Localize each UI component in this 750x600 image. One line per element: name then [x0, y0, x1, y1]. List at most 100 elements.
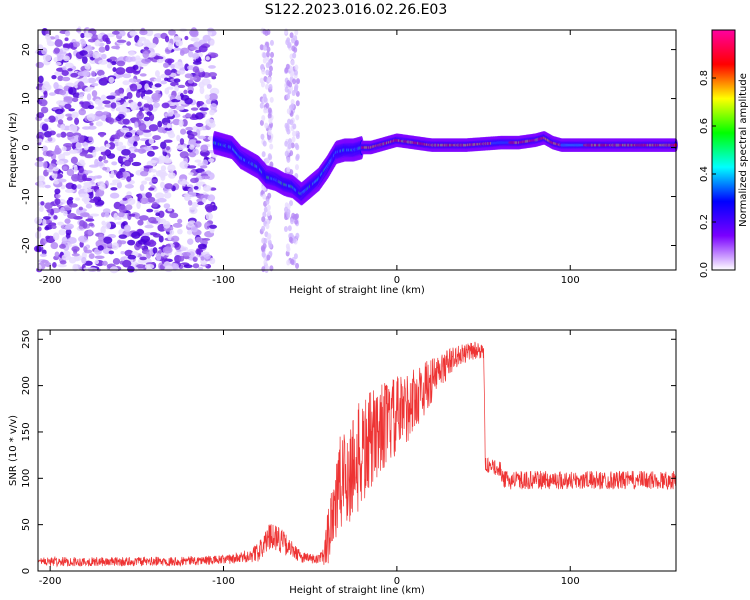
heatmap-cell: [190, 37, 200, 42]
heatmap-cell: [117, 141, 124, 147]
heatmap-cell: [146, 240, 157, 247]
heatmap-cell: [163, 139, 173, 143]
heatmap-cell: [267, 107, 272, 114]
snr-x-tick-label: 100: [561, 576, 580, 587]
heatmap-cell: [126, 41, 132, 46]
heatmap-cell: [292, 78, 297, 85]
heatmap-cell: [88, 50, 94, 55]
heatmap-cell: [57, 75, 64, 82]
heatmap-cell: [104, 221, 112, 230]
heatmap-cell: [134, 121, 139, 129]
heatmap-cell: [86, 93, 92, 101]
heatmap-cell: [289, 71, 294, 78]
heatmap-cell: [126, 91, 133, 100]
heatmap-cell: [164, 77, 169, 81]
heatmap-cell: [44, 184, 51, 189]
heatmap-cell: [179, 161, 189, 169]
heatmap-cell: [88, 253, 95, 259]
heatmap-cell: [78, 235, 87, 243]
heatmap-cell: [287, 225, 292, 232]
heatmap-cell: [125, 131, 133, 138]
heatmap-cell: [35, 245, 42, 252]
heatmap-cell: [262, 44, 267, 51]
heatmap-cell: [88, 136, 94, 142]
heatmap-cell: [165, 129, 174, 135]
heatmap-cell: [68, 42, 74, 49]
heatmap-cell: [139, 73, 147, 77]
heatmap-cell: [188, 151, 197, 158]
heatmap-cell: [91, 83, 99, 87]
heatmap-cell: [72, 132, 82, 137]
heatmap-cell: [295, 144, 300, 151]
heatmap-cell: [269, 96, 274, 103]
heatmap-cell: [118, 205, 128, 214]
heatmap-cell: [127, 197, 136, 206]
heatmap-cell: [208, 65, 216, 69]
heatmap-cell: [115, 67, 126, 75]
heatmap-cell: [294, 29, 299, 36]
heatmap-cell: [135, 91, 141, 98]
heatmap-cell: [182, 178, 187, 187]
heatmap-cell: [116, 216, 122, 221]
heatmap-cell: [84, 46, 93, 52]
heatmap-cell: [63, 55, 70, 62]
heatmap-cell: [125, 204, 133, 211]
heatmap-cell: [68, 124, 78, 132]
heatmap-cell: [160, 141, 167, 149]
heatmap-cell: [37, 181, 44, 188]
heatmap-cell: [139, 184, 145, 192]
heatmap-cell: [123, 224, 131, 233]
heatmap-cell: [152, 36, 159, 45]
heatmap-cell: [122, 171, 127, 179]
heatmap-cell: [292, 123, 297, 130]
heatmap-cell: [176, 134, 181, 142]
heatmap-cell: [64, 188, 75, 193]
heatmap-cell: [63, 210, 68, 217]
heatmap-cell: [95, 188, 105, 197]
heatmap-cell: [198, 81, 205, 89]
heatmap-cell: [108, 142, 116, 150]
heatmap-cell: [103, 236, 113, 244]
heatmap-cell: [85, 218, 95, 222]
heatmap-cell: [52, 262, 57, 268]
heatmap-cell: [78, 94, 84, 99]
heatmap-cell: [45, 235, 51, 240]
colorbar-tick-label: 0.6: [699, 118, 710, 134]
heatmap-cell: [105, 33, 116, 38]
heatmap-cell: [144, 224, 154, 229]
heatmap-cell: [180, 246, 189, 252]
heatmap-cell: [183, 264, 193, 269]
heatmap-cell: [113, 138, 120, 143]
heatmap-cell: [127, 254, 137, 260]
heatmap-cell: [143, 131, 152, 138]
heatmap-cell: [288, 81, 293, 88]
heatmap-cell: [119, 168, 126, 173]
heatmap-cell: [109, 192, 120, 199]
heatmap-cell: [151, 201, 159, 208]
heatmap-cell: [108, 117, 115, 125]
heatmap-cell: [261, 225, 266, 232]
heatmap-cell: [71, 253, 80, 257]
heatmap-cell: [268, 117, 273, 124]
heatmap-cell: [84, 177, 93, 182]
heatmap-cell: [174, 85, 179, 92]
heatmap-cell: [48, 92, 56, 96]
heatmap-cell: [71, 246, 80, 252]
heatmap-cell: [112, 67, 117, 73]
heatmap-cell: [84, 62, 91, 70]
heatmap-cell: [117, 30, 126, 37]
heatmap-cell: [153, 209, 160, 214]
heatmap-cell: [263, 237, 268, 244]
heatmap-cell: [158, 235, 164, 243]
heatmap-cell: [103, 159, 109, 164]
heatmap-cell: [287, 138, 292, 145]
heatmap-cell: [141, 180, 148, 185]
heatmap-cell: [176, 144, 186, 151]
heatmap-cell: [75, 197, 80, 201]
heatmap-cell: [59, 89, 67, 96]
heatmap-cell: [178, 119, 184, 127]
heatmap-cell: [111, 30, 120, 35]
heatmap-cell: [192, 263, 200, 269]
heatmap-cell: [96, 161, 104, 167]
